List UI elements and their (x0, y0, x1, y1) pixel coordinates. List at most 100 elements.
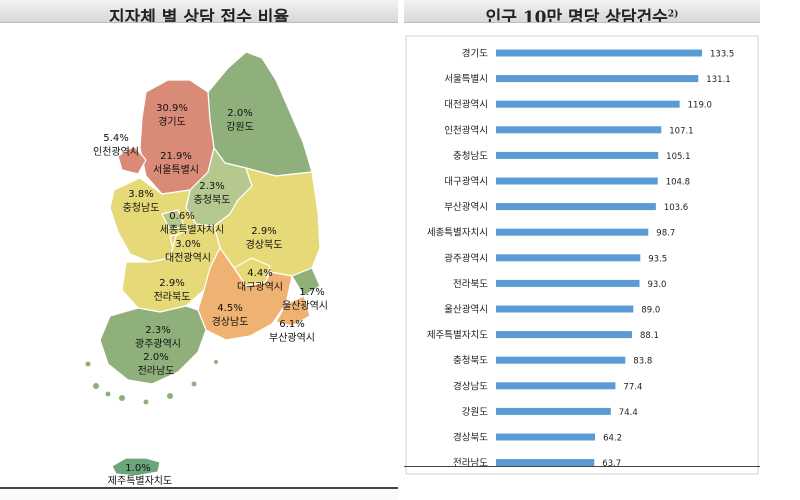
label-seoul-pct: 21.9% (160, 151, 192, 162)
bar (496, 75, 699, 83)
value-label: 98.7 (656, 229, 675, 239)
map-bottom-rule (0, 487, 398, 489)
label-gyeongnam-pct: 4.5% (217, 303, 242, 314)
label-busan-pct: 6.1% (279, 319, 304, 330)
bar (496, 203, 656, 211)
label-sejong-pct: 0.6% (169, 211, 194, 222)
bar (496, 459, 595, 467)
label-gangwon-pct: 2.0% (227, 108, 252, 119)
region-jeju (111, 457, 161, 477)
label-gyeongnam-name: 경상남도 (212, 315, 249, 328)
bar (496, 177, 658, 185)
label-gangwon-name: 강원도 (226, 121, 254, 133)
bar (496, 407, 611, 415)
bar (496, 331, 632, 339)
label-incheon-name: 인천광역시 (93, 146, 139, 158)
value-label: 74.4 (619, 408, 638, 418)
value-label: 104.8 (666, 178, 690, 188)
chart-panel: 인구 10만 명당 상담건수2) 경기도 133.5 서울특별시 131.1 대전광역시… (404, 0, 760, 500)
map-panel-header: 지자체 별 상담 접수 비율 (0, 0, 398, 23)
map-panel-footer (0, 489, 398, 500)
category-label: 전라남도 (453, 458, 488, 469)
value-label: 77.4 (623, 382, 642, 392)
category-label: 부산광역시 (444, 201, 488, 213)
label-chungnam-pct: 3.8% (128, 189, 153, 200)
value-label: 103.6 (664, 203, 688, 213)
label-busan-name: 부산광역시 (269, 332, 315, 344)
category-label: 경상북도 (453, 432, 488, 444)
chart-panel-header: 인구 10만 명당 상담건수2) (404, 0, 760, 23)
label-chungbuk-name: 충청북도 (194, 194, 231, 206)
bar (496, 254, 641, 262)
label-gwangju-pct: 2.3% (145, 325, 170, 336)
korea-map: 30.9% 경기도 2.0% 강원도 5.4% 인천광역시 21.9% 서울특별… (85, 51, 328, 487)
label-seoul-name: 서울특별시 (153, 164, 199, 176)
bar (496, 100, 680, 108)
label-gwangju-name: 광주광역시 (135, 338, 181, 350)
category-label: 충청북도 (453, 356, 488, 367)
label-daejeon-name: 대전광역시 (165, 252, 211, 264)
bar (496, 279, 640, 287)
category-label: 광주광역시 (444, 252, 488, 264)
map-panel-title: 지자체 별 상담 접수 비율 (108, 8, 290, 23)
label-jeju-pct: 1.0% (125, 463, 150, 474)
bar (496, 151, 659, 159)
label-jeonbuk-name: 전라북도 (154, 291, 191, 303)
bar (496, 305, 634, 313)
category-label: 울산광역시 (444, 304, 488, 316)
value-label: 119.0 (688, 101, 712, 111)
value-label: 83.8 (633, 357, 652, 367)
map-panel: 지자체 별 상담 접수 비율 30.9% 경기도 (0, 0, 398, 500)
region-sejong (161, 209, 185, 231)
category-label: 경상남도 (453, 380, 488, 392)
label-daegu-name: 대구광역시 (237, 281, 283, 293)
value-label: 93.0 (648, 280, 667, 290)
category-label: 전라북도 (453, 279, 488, 290)
bar (496, 356, 626, 364)
label-daejeon-pct: 3.0% (175, 239, 200, 250)
value-label: 105.1 (666, 152, 690, 162)
value-label: 64.2 (603, 434, 622, 444)
bar (496, 126, 662, 134)
category-label: 세종특별자치시 (427, 227, 488, 239)
label-jeonnam-name: 전라남도 (138, 365, 175, 377)
value-label: 131.1 (706, 75, 730, 85)
label-sejong-name: 세종특별자치시 (160, 224, 224, 236)
label-jeju-name: 제주특별자치도 (108, 475, 172, 487)
label-gyeonggi-pct: 30.9% (156, 103, 188, 114)
category-label: 충청남도 (453, 151, 488, 162)
category-label: 서울특별시 (444, 74, 488, 85)
region-gangwon (207, 51, 313, 177)
map-labels: 30.9% 경기도 2.0% 강원도 5.4% 인천광역시 21.9% 서울특별… (93, 103, 328, 487)
label-incheon-pct: 5.4% (103, 133, 128, 144)
value-label: 107.1 (669, 126, 693, 136)
label-gyeongbuk-name: 경상북도 (246, 238, 283, 251)
chart-title-note: 2) (667, 9, 679, 20)
category-label: 경기도 (462, 48, 488, 60)
chart-title: 인구 10만 명당 상담건수2) (485, 3, 679, 23)
chart-bottom-rule (404, 466, 760, 467)
chart-title-text: 인구 10만 명당 상담건수 (485, 8, 668, 23)
label-chungbuk-pct: 2.3% (199, 181, 224, 192)
bar (496, 433, 596, 441)
category-label: 대구광역시 (444, 176, 488, 188)
bar (496, 382, 616, 390)
label-daegu-pct: 4.4% (247, 268, 272, 279)
value-label: 89.0 (641, 306, 660, 316)
label-jeonnam-pct: 2.0% (143, 352, 168, 363)
bar-group: 경기도 133.5 서울특별시 131.1 대전광역시 119.0 인천광역시 107.1 충청… (427, 48, 735, 470)
bar (496, 49, 702, 57)
label-jeonbuk-pct: 2.9% (159, 278, 184, 289)
label-ulsan-pct: 1.7% (299, 287, 324, 298)
category-label: 강원도 (462, 407, 488, 418)
category-label: 인천광역시 (444, 124, 488, 136)
value-label: 133.5 (710, 50, 734, 60)
region-incheon (117, 145, 147, 175)
value-label: 93.5 (648, 254, 667, 264)
label-ulsan-name: 울산광역시 (282, 300, 328, 312)
bar-chart: 경기도 133.5 서울특별시 131.1 대전광역시 119.0 인천광역시 107.1 충청… (405, 35, 759, 475)
bar (496, 228, 649, 236)
label-gyeongbuk-pct: 2.9% (251, 226, 276, 237)
value-label: 63.7 (602, 459, 621, 469)
chart-frame (405, 35, 759, 475)
